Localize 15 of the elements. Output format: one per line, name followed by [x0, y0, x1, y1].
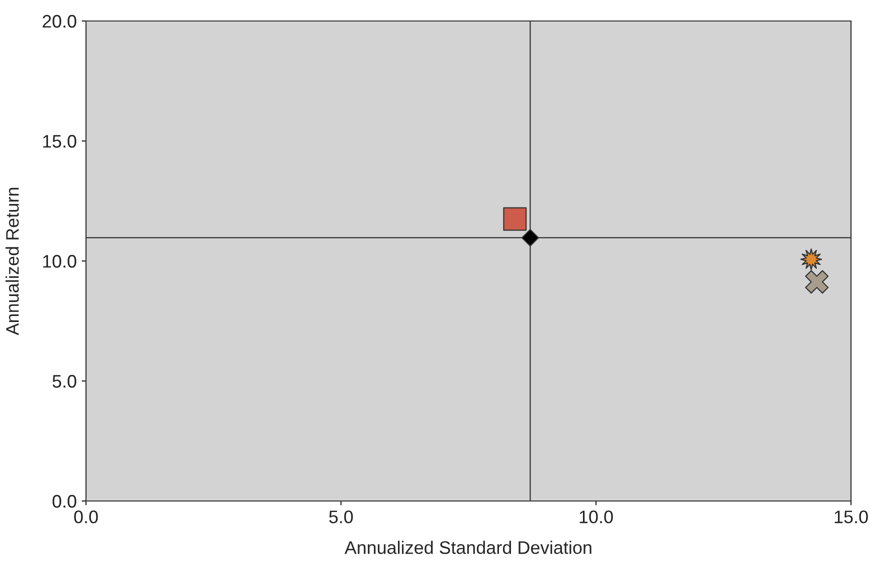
- y-tick-label: 15.0: [43, 134, 76, 148]
- y-tick-label: 0.0: [52, 494, 76, 508]
- x-tick-label: 5.0: [329, 510, 353, 524]
- x-tick-label: 0.0: [74, 510, 98, 524]
- x-tick-label: 15.0: [834, 510, 868, 524]
- point: [800, 248, 822, 270]
- point: [521, 228, 539, 246]
- y-tick-label: 5.0: [52, 374, 76, 388]
- point: [503, 207, 527, 231]
- point: [805, 270, 829, 294]
- x-tick-label: 10.0: [580, 510, 613, 524]
- y-tick-label: 10.0: [43, 254, 76, 268]
- y-tick-label: 20.0: [42, 14, 76, 28]
- y-axis-title: Annualized Return: [6, 188, 19, 336]
- x-axis-title: Annualized Standard Deviation: [344, 540, 592, 554]
